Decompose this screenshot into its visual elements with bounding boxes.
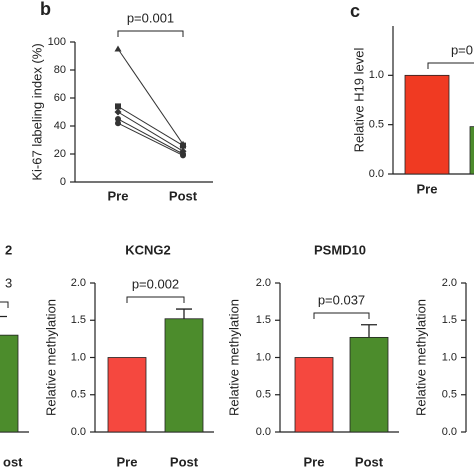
y-tick-label: 0 <box>60 176 66 188</box>
subject-line <box>117 111 184 152</box>
y-axis-label: Ki-67 labeling index (%) <box>29 43 44 180</box>
bar <box>164 318 204 433</box>
y-tick-label: 2.0 <box>71 277 86 289</box>
y-tick-label: 1.5 <box>442 314 457 326</box>
x-tick-label: Pre <box>108 188 129 203</box>
y-tick-label: 1.0 <box>256 351 271 363</box>
y-tick-label: 60 <box>54 92 66 104</box>
subject-line <box>117 48 184 145</box>
p-value: p=0.01 <box>451 42 474 57</box>
bar <box>294 357 334 433</box>
y-tick-label: 80 <box>54 64 66 76</box>
significance-bracket <box>0 301 9 308</box>
bar <box>107 357 147 433</box>
y-tick-label: 0.0 <box>256 426 271 438</box>
panel-title: PSMD10 <box>314 242 366 257</box>
y-tick-label: 2.0 <box>442 277 457 289</box>
y-tick-label: 2.0 <box>256 277 271 289</box>
subject-line <box>117 122 184 156</box>
y-tick-label: 0.5 <box>442 389 457 401</box>
error-bar <box>176 308 192 319</box>
bar <box>404 74 450 175</box>
p-value: p=0.001 <box>127 10 174 25</box>
point <box>180 142 186 149</box>
significance-bracket <box>117 30 184 37</box>
y-tick-label: 100 <box>48 36 66 48</box>
y-axis-label: Relative methylation <box>226 299 241 416</box>
bar <box>469 126 474 175</box>
p-value: 3 <box>5 275 12 290</box>
point <box>114 108 122 116</box>
p-value: p=0.037 <box>318 292 365 307</box>
y-axis-label: Relative H19 level <box>351 48 366 153</box>
y-tick-label: 1.5 <box>71 314 86 326</box>
subject-line <box>117 105 184 147</box>
error-bar <box>0 315 7 318</box>
panel-title: 2 <box>5 242 12 257</box>
significance-bracket <box>427 62 474 69</box>
x-tick-label: Post <box>170 454 199 469</box>
y-axis-label: Relative methylation <box>413 299 428 416</box>
x-tick-label: Pre <box>417 181 438 196</box>
panel-label: b <box>40 0 51 19</box>
point <box>180 152 186 159</box>
p-value: p=0.002 <box>132 276 179 291</box>
y-tick-label: 1.0 <box>71 351 86 363</box>
x-tick-label: Post <box>355 454 384 469</box>
significance-bracket <box>313 312 370 319</box>
y-tick-label: 0.5 <box>256 389 271 401</box>
y-tick-label: 20 <box>54 148 66 160</box>
y-tick-label: 1.0 <box>369 69 384 81</box>
y-tick-label: 0.5 <box>369 119 384 131</box>
y-tick-label: 0.5 <box>71 389 86 401</box>
y-tick-label: 0.0 <box>71 426 86 438</box>
y-axis-label: Relative methylation <box>43 299 58 416</box>
bar <box>349 336 389 433</box>
y-tick-label: 1.0 <box>442 351 457 363</box>
x-tick-label: Post <box>169 188 198 203</box>
x-tick-label: ost <box>3 454 23 469</box>
point <box>115 120 121 127</box>
x-tick-label: Pre <box>117 454 138 469</box>
significance-bracket <box>126 296 185 303</box>
point <box>115 103 121 110</box>
x-tick-label: Pre <box>304 454 325 469</box>
error-bar <box>361 324 377 338</box>
point <box>115 116 121 122</box>
panel-title: KCNG2 <box>125 242 171 257</box>
y-tick-label: 0.0 <box>369 168 384 180</box>
y-tick-label: 1.5 <box>256 314 271 326</box>
y-tick-label: 40 <box>54 120 66 132</box>
bar <box>0 334 19 433</box>
point <box>114 45 122 52</box>
y-tick-label: 0.0 <box>442 426 457 438</box>
subject-line <box>117 118 184 155</box>
panel-label: c <box>350 1 360 21</box>
